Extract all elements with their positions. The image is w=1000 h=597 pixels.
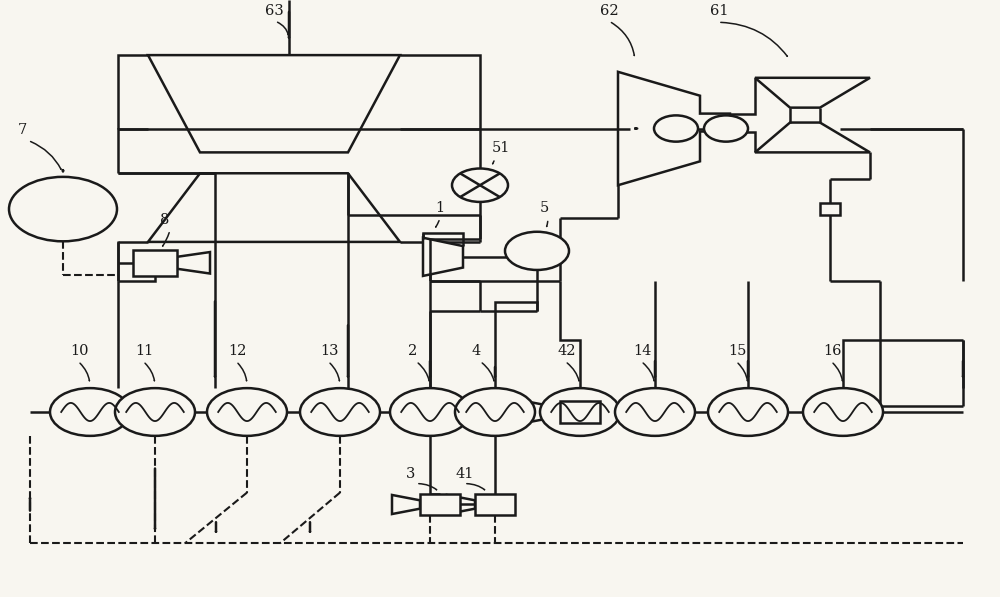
Circle shape [540, 388, 620, 436]
Text: 42: 42 [557, 344, 576, 358]
Text: 2: 2 [408, 344, 417, 358]
Polygon shape [423, 238, 463, 276]
Bar [133, 250, 177, 276]
Text: 8: 8 [160, 213, 169, 227]
Text: 1: 1 [435, 201, 444, 215]
Text: 41: 41 [456, 467, 474, 481]
Polygon shape [532, 402, 560, 421]
Text: 16: 16 [823, 344, 842, 358]
Polygon shape [755, 122, 870, 152]
Polygon shape [392, 495, 420, 514]
Text: 63: 63 [265, 4, 284, 18]
Bar [420, 494, 460, 515]
Polygon shape [148, 173, 400, 242]
Text: 51: 51 [492, 141, 510, 155]
Circle shape [505, 232, 569, 270]
Text: 13: 13 [320, 344, 338, 358]
Text: 11: 11 [135, 344, 153, 358]
Bar [475, 494, 515, 515]
Text: 62: 62 [600, 4, 619, 18]
Polygon shape [618, 72, 730, 185]
Circle shape [50, 388, 130, 436]
Circle shape [115, 388, 195, 436]
Circle shape [455, 388, 535, 436]
Text: 14: 14 [633, 344, 651, 358]
Text: 10: 10 [70, 344, 88, 358]
Polygon shape [177, 252, 210, 273]
Polygon shape [148, 55, 400, 152]
Circle shape [452, 168, 508, 202]
Polygon shape [755, 78, 870, 107]
Text: 7: 7 [18, 124, 27, 137]
Circle shape [654, 115, 698, 141]
Circle shape [803, 388, 883, 436]
Text: 61: 61 [710, 4, 728, 18]
Circle shape [615, 388, 695, 436]
Polygon shape [447, 495, 475, 514]
Text: 5: 5 [540, 201, 549, 215]
Text: 4: 4 [472, 344, 481, 358]
Circle shape [9, 177, 117, 241]
Circle shape [390, 388, 470, 436]
Circle shape [704, 115, 748, 141]
Circle shape [708, 388, 788, 436]
Text: 3: 3 [406, 467, 415, 481]
Circle shape [300, 388, 380, 436]
Text: 15: 15 [728, 344, 746, 358]
Circle shape [207, 388, 287, 436]
Text: 12: 12 [228, 344, 246, 358]
Bar [560, 401, 600, 423]
